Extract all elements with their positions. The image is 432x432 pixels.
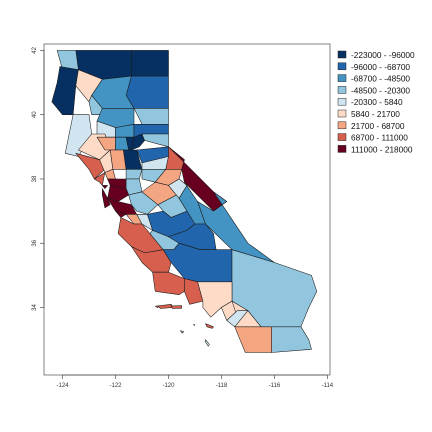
legend-swatch — [337, 145, 347, 153]
county-region — [197, 281, 233, 318]
county-region — [271, 326, 312, 353]
legend-label: 68700 - 111000 — [351, 133, 408, 143]
x-tick-label: -124 — [57, 383, 70, 389]
legend-swatch — [337, 50, 347, 59]
county-region — [51, 66, 79, 115]
legend-label: -223000 - -96000 — [351, 50, 415, 60]
legend-swatch — [337, 62, 347, 71]
county-region — [131, 133, 145, 151]
axes: -124 -122 -120 -118 -116 -114 34 36 38 40 42 — [32, 46, 334, 389]
x-tick-label: -122 — [109, 383, 122, 389]
island-region — [193, 323, 196, 326]
county-region — [125, 169, 143, 180]
x-tick-label: -120 — [162, 383, 175, 389]
legend-swatch — [337, 121, 347, 130]
island-region — [180, 330, 185, 334]
legend-label: 111000 - 218000 — [351, 144, 413, 154]
county-region — [75, 153, 106, 180]
legend-label: -96000 - -68700 — [351, 62, 410, 72]
county-region — [107, 185, 129, 202]
county-region — [234, 326, 272, 353]
x-tick-label: -116 — [269, 383, 281, 389]
county-region — [152, 271, 185, 295]
county-region — [133, 108, 169, 125]
legend-swatch — [337, 133, 347, 141]
island-region — [204, 339, 210, 347]
island-polygons — [154, 304, 214, 347]
island-region — [205, 323, 214, 329]
y-tick-label: 34 — [32, 304, 38, 311]
y-tick-label: 42 — [32, 46, 38, 53]
y-tick-label: 38 — [32, 175, 38, 182]
legend-swatch — [337, 74, 347, 82]
y-tick-label: 36 — [32, 239, 38, 246]
legend-label: -68700 - -48500 — [351, 74, 410, 84]
x-tick-label: -118 — [216, 383, 228, 389]
legend-swatch — [337, 109, 347, 118]
legend-label: 5840 - 21700 — [351, 109, 400, 119]
county-region — [125, 75, 169, 109]
y-tick-label: 40 — [32, 111, 38, 118]
legend-label: -48500 - -20300 — [351, 85, 410, 95]
island-region — [154, 305, 159, 309]
county-region — [115, 210, 127, 218]
county-region — [102, 188, 111, 209]
county-region — [131, 50, 169, 77]
x-tick-label: -114 — [322, 383, 334, 389]
island-region — [170, 305, 182, 309]
county-region — [131, 246, 172, 273]
legend-swatch — [337, 97, 347, 106]
legend-swatch — [337, 86, 347, 94]
county-polygons — [51, 50, 318, 353]
county-region — [102, 185, 108, 189]
county-region — [141, 133, 169, 148]
legend: -223000 - -96000 -96000 - -68700 -68700 - … — [337, 50, 415, 154]
legend-label: -20300 - 5840 — [351, 97, 403, 107]
legend-label: 21700 - 68700 — [351, 121, 405, 131]
